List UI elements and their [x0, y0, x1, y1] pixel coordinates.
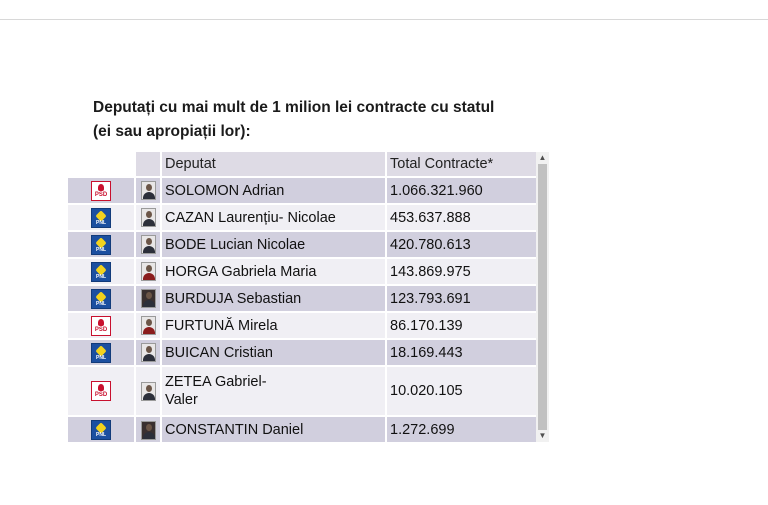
psd-logo-icon: PSD — [91, 315, 111, 336]
deputy-name: CAZAN Laurențiu- Nicolae — [161, 203, 387, 231]
table-row: PNL HORGA Gabriela Maria 143.869.975 — [68, 257, 538, 285]
contract-total: 420.780.613 — [386, 230, 538, 258]
chevron-down-icon[interactable]: ▼ — [538, 431, 547, 440]
deputy-photo-icon — [140, 343, 156, 362]
header-deputat[interactable]: Deputat — [161, 152, 387, 177]
photo-cell — [135, 230, 162, 258]
deputy-photo-icon — [140, 381, 156, 401]
contract-total: 86.170.139 — [386, 311, 538, 339]
photo-cell — [135, 176, 162, 204]
contract-total: 10.020.105 — [386, 365, 538, 416]
deputy-name: BURDUJA Sebastian — [161, 284, 387, 312]
heading-line-2: (ei sau apropiații lor): — [93, 123, 251, 140]
pnl-logo-icon: PNL — [91, 261, 111, 282]
party-cell: PNL — [68, 284, 136, 312]
party-cell: PNL — [68, 415, 136, 442]
scrollbar-thumb[interactable] — [538, 164, 547, 430]
deputy-photo-icon — [140, 181, 156, 200]
deputy-name: HORGA Gabriela Maria — [161, 257, 387, 285]
deputy-photo-icon — [140, 289, 156, 308]
party-cell: PNL — [68, 203, 136, 231]
deputy-photo-icon — [140, 235, 156, 254]
table-row: PNL BUICAN Cristian 18.169.443 — [68, 338, 538, 366]
table-row: PNL CONSTANTIN Daniel 1.272.699 — [68, 415, 538, 442]
deputy-name: BUICAN Cristian — [161, 338, 387, 366]
deputy-name: BODE Lucian Nicolae — [161, 230, 387, 258]
table-row: PNL BURDUJA Sebastian 123.793.691 — [68, 284, 538, 312]
photo-cell — [135, 203, 162, 231]
deputy-photo-icon — [140, 420, 156, 440]
heading-line-1: Deputați cu mai mult de 1 milion lei con… — [93, 99, 495, 116]
psd-logo-icon: PSD — [91, 180, 111, 201]
browser-top-bar — [0, 0, 768, 20]
deputy-name: ZETEA Gabriel- Valer — [161, 365, 387, 416]
deputy-photo-icon — [140, 316, 156, 335]
deputy-name-line-2: Valer — [165, 392, 198, 408]
pnl-logo-icon: PNL — [91, 234, 111, 255]
contract-total: 123.793.691 — [386, 284, 538, 312]
header-total-contracte[interactable]: Total Contracte* — [386, 152, 538, 177]
party-cell: PNL — [68, 230, 136, 258]
contract-total: 1.066.321.960 — [386, 176, 538, 204]
header-photo-column — [135, 152, 162, 177]
psd-logo-icon: PSD — [91, 381, 111, 401]
table-row: PSD FURTUNĂ Mirela 86.170.139 — [68, 311, 538, 339]
deputies-table-container: Deputat Total Contracte* PSD SOLOMON Adr… — [68, 152, 549, 442]
deputy-name: SOLOMON Adrian — [161, 176, 387, 204]
party-cell: PSD — [68, 365, 136, 416]
party-cell: PNL — [68, 338, 136, 366]
deputy-name-line-1: ZETEA Gabriel- — [165, 374, 267, 390]
pnl-logo-icon: PNL — [91, 288, 111, 309]
table-row: PSD ZETEA Gabriel- Valer 10.020.105 — [68, 365, 538, 416]
photo-cell — [135, 284, 162, 312]
contract-total: 143.869.975 — [386, 257, 538, 285]
chevron-up-icon[interactable]: ▲ — [538, 153, 547, 162]
contract-total: 1.272.699 — [386, 415, 538, 442]
party-cell: PNL — [68, 257, 136, 285]
contract-total: 453.637.888 — [386, 203, 538, 231]
deputy-name: CONSTANTIN Daniel — [161, 415, 387, 442]
pnl-logo-icon: PNL — [91, 342, 111, 363]
pnl-logo-icon: PNL — [91, 420, 111, 440]
deputy-photo-icon — [140, 208, 156, 227]
article-heading: Deputați cu mai mult de 1 milion lei con… — [93, 96, 533, 144]
pnl-logo-icon: PNL — [91, 207, 111, 228]
deputy-name: FURTUNĂ Mirela — [161, 311, 387, 339]
deputies-contracts-table: Deputat Total Contracte* PSD SOLOMON Adr… — [68, 152, 538, 442]
table-row: PSD SOLOMON Adrian 1.066.321.960 — [68, 176, 538, 204]
contract-total: 18.169.443 — [386, 338, 538, 366]
photo-cell — [135, 311, 162, 339]
table-row: PNL BODE Lucian Nicolae 420.780.613 — [68, 230, 538, 258]
table-scrollbar[interactable]: ▲ ▼ — [536, 152, 549, 442]
party-cell: PSD — [68, 176, 136, 204]
photo-cell — [135, 338, 162, 366]
header-party-column — [68, 152, 136, 177]
table-header-row: Deputat Total Contracte* — [68, 152, 538, 177]
deputy-photo-icon — [140, 262, 156, 281]
party-cell: PSD — [68, 311, 136, 339]
table-row: PNL CAZAN Laurențiu- Nicolae 453.637.888 — [68, 203, 538, 231]
photo-cell — [135, 365, 162, 416]
photo-cell — [135, 257, 162, 285]
photo-cell — [135, 415, 162, 442]
